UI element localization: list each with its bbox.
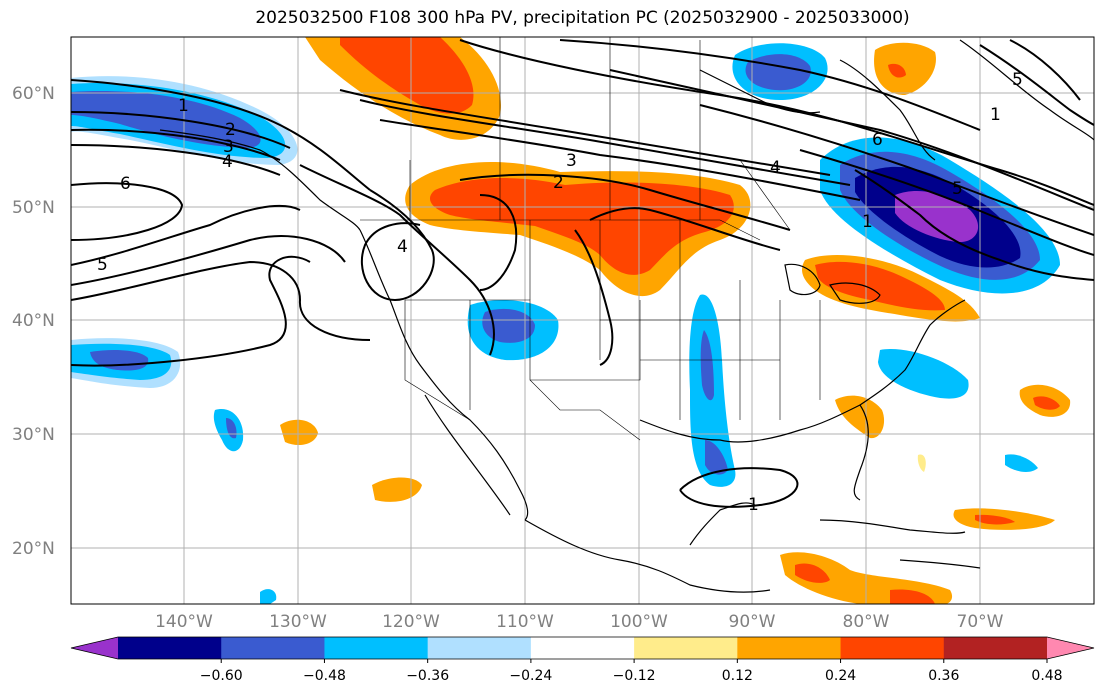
contour-label: 3 <box>566 151 577 171</box>
colorbar-swatch <box>840 637 945 659</box>
colorbar-tick-label: 0.24 <box>825 668 856 684</box>
map-frame <box>70 36 1095 605</box>
lon-label: 140°W <box>155 612 213 632</box>
contour-label: 4 <box>397 237 408 257</box>
graticule <box>71 37 1094 604</box>
contour-label: 1 <box>178 96 189 116</box>
contour-label: 5 <box>97 255 108 275</box>
colorbar-swatch <box>530 637 635 659</box>
map-title: 2025032500 F108 300 hPa PV, precipitatio… <box>255 8 910 28</box>
contour-label: 4 <box>222 152 233 172</box>
lon-label: 70°W <box>957 612 1004 632</box>
lat-label: 60°N <box>12 84 55 104</box>
colorbar-tick-label: −0.12 <box>613 668 656 684</box>
contour-label: 6 <box>120 174 131 194</box>
colorbar-swatch <box>118 637 222 659</box>
contour-label: 5 <box>952 179 963 199</box>
colorbar-tick-label: 0.48 <box>1031 668 1062 684</box>
contour-label: 3 <box>223 137 234 157</box>
colorbar-tick-label: −0.36 <box>406 668 449 684</box>
contour-label: 4 <box>770 158 781 178</box>
lon-label: 130°W <box>269 612 327 632</box>
contour-label: 1 <box>990 105 1001 125</box>
colorbar-tick-label: 0.12 <box>722 668 753 684</box>
latitude-labels: 60°N 50°N 40°N 30°N 20°N <box>12 84 55 559</box>
colorbar-extend-low <box>71 637 118 659</box>
longitude-labels: 140°W 130°W 120°W 110°W 100°W 90°W 80°W … <box>155 612 1004 632</box>
colorbar: −0.60 −0.48 −0.36 −0.24 −0.12 0.12 0.24 0.36 0.4… <box>70 636 1095 684</box>
lon-label: 90°W <box>729 612 776 632</box>
contour-label: 1 <box>862 212 873 232</box>
colorbar-swatch <box>634 637 738 659</box>
precipitation-fills <box>71 37 1071 604</box>
coastlines <box>159 39 1094 593</box>
colorbar-swatch <box>221 637 325 659</box>
colorbar-tick-label: −0.60 <box>200 668 243 684</box>
contour-label: 2 <box>225 120 236 140</box>
colorbar-swatch <box>324 637 429 659</box>
lon-label: 100°W <box>610 612 668 632</box>
contour-label: 6 <box>872 130 883 150</box>
contour-label: 1 <box>748 495 759 515</box>
colorbar-outline <box>70 636 1095 660</box>
lon-label: 110°W <box>496 612 554 632</box>
pv-contours <box>71 39 1094 508</box>
political-borders <box>360 37 821 441</box>
contour-label: 5 <box>1012 70 1023 90</box>
colorbar-extend-high <box>1047 637 1094 659</box>
lat-label: 20°N <box>12 539 55 559</box>
lat-label: 30°N <box>12 425 55 445</box>
colorbar-tick-label: 0.36 <box>928 668 959 684</box>
colorbar-tick-label: −0.24 <box>509 668 552 684</box>
lon-label: 80°W <box>843 612 890 632</box>
colorbar-swatch <box>943 637 1048 659</box>
contour-label: 2 <box>553 173 564 193</box>
colorbar-swatch <box>427 637 532 659</box>
lon-label: 120°W <box>382 612 440 632</box>
lat-label: 50°N <box>12 198 55 218</box>
colorbar-tick-label: −0.48 <box>303 668 346 684</box>
colorbar-swatch <box>737 637 842 659</box>
contour-labels: 1 2 3 4 5 6 4 5 2 3 4 6 1 5 1 1 <box>97 70 1023 515</box>
lat-label: 40°N <box>12 311 55 331</box>
